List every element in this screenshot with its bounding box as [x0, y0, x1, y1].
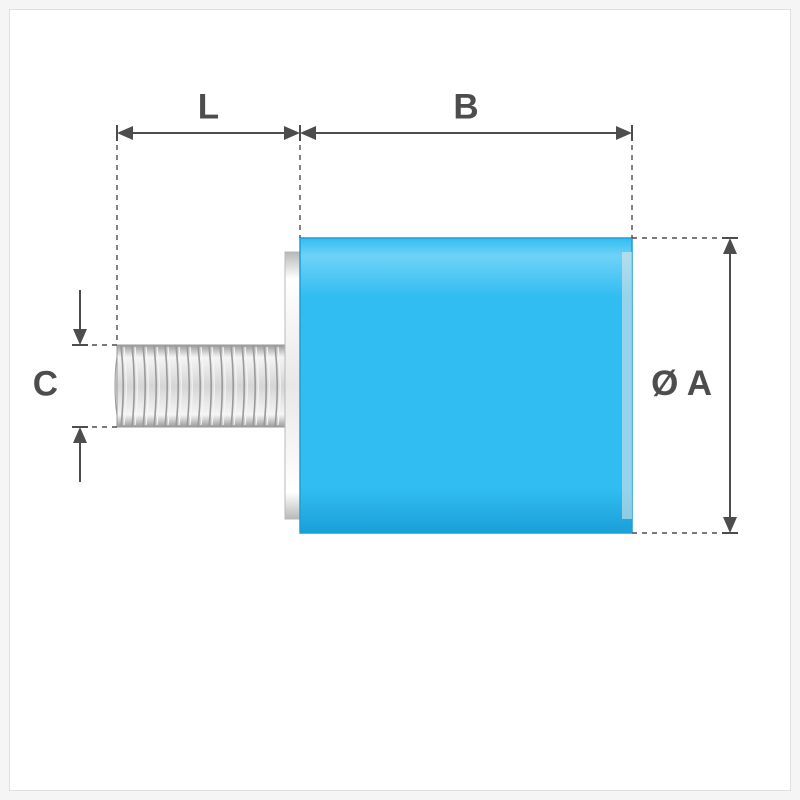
label-L: L — [198, 87, 219, 126]
label-C: C — [33, 364, 58, 403]
cylinder-body — [300, 238, 632, 533]
label-diameter-A: Ø A — [651, 364, 712, 403]
technical-drawing: L B Ø A C — [10, 10, 790, 790]
label-B: B — [453, 87, 478, 126]
end-plate — [285, 252, 300, 519]
diagram-frame: L B Ø A C — [9, 9, 791, 791]
